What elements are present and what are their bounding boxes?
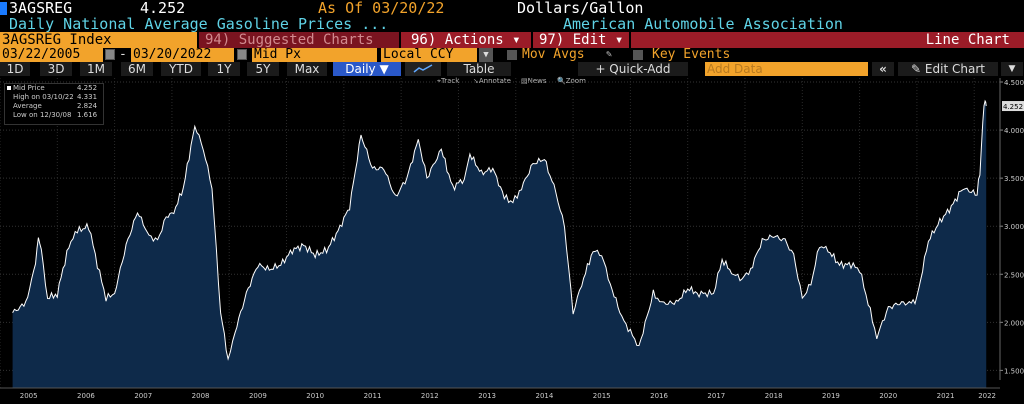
- x-tick-label: 2010: [306, 392, 324, 400]
- y-tick-label: 4.500: [1004, 79, 1024, 87]
- range-6m[interactable]: 6M: [121, 62, 153, 76]
- last-value-tag: [1002, 101, 1024, 112]
- x-tick-label: 2011: [364, 392, 382, 400]
- price-line: [12, 99, 987, 361]
- x-tick-label: 2022: [978, 392, 996, 400]
- ticker-symbol: 3AGSREG: [9, 0, 73, 17]
- range-ytd[interactable]: YTD: [161, 62, 201, 76]
- pencil-icon[interactable]: ✎: [606, 49, 613, 60]
- x-tick-label: 2007: [134, 392, 152, 400]
- range-toolbar: 1D 3D 1M 6M YTD 1Y 5Y Max Daily ▼ Table …: [0, 62, 1024, 76]
- price-area: [12, 101, 987, 388]
- x-tick-label: 2016: [650, 392, 668, 400]
- price-chart[interactable]: 4.500 4.000 3.500 3.000 2.500 2.000 1.500 4.252…: [0, 78, 1024, 404]
- legend-high-value: 4.331: [77, 93, 98, 101]
- legend-average-value: 2.824: [77, 102, 98, 110]
- edit-chart-label: Edit Chart: [924, 62, 985, 76]
- range-max[interactable]: Max: [287, 62, 327, 76]
- date-separator: -: [119, 47, 127, 62]
- news-tool[interactable]: ▤ News: [521, 77, 547, 85]
- title-bar: 3AGSREG 4.252 As Of 03/20/22 Dollars/Gal…: [0, 0, 1024, 17]
- key-events-checkbox[interactable]: [633, 50, 643, 60]
- chevron-down-icon[interactable]: ▼: [1001, 62, 1023, 76]
- mov-avgs-checkbox[interactable]: [507, 50, 517, 60]
- collapse-button[interactable]: «: [872, 62, 894, 76]
- command-bar-fill: Line Chart: [631, 32, 1024, 48]
- x-tick-label: 2020: [879, 392, 897, 400]
- x-tick-label: 2015: [593, 392, 611, 400]
- x-tick-label: 2021: [937, 392, 955, 400]
- range-5y[interactable]: 5Y: [247, 62, 279, 76]
- key-events-label: Key Events: [652, 47, 731, 62]
- y-tick-label: 4.000: [1004, 127, 1024, 135]
- start-calendar-icon[interactable]: [105, 49, 115, 60]
- end-date-field[interactable]: 03/20/2022: [131, 48, 234, 62]
- chart-legend: Mid Price 4.252 High on 03/10/22 4.331 Ave…: [4, 83, 104, 125]
- range-3d[interactable]: 3D: [40, 62, 72, 76]
- x-tick-label: 2018: [765, 392, 783, 400]
- x-tick-label: 2017: [707, 392, 725, 400]
- date-bar: 03/22/2005 - 03/20/2022 Mid Px Local CCY…: [0, 48, 1024, 62]
- y-tick-label: 3.500: [1004, 175, 1024, 183]
- y-tick-label: 2.000: [1004, 319, 1024, 327]
- x-tick-label: 2019: [822, 392, 840, 400]
- series-description: Daily National Average Gasoline Prices .…: [9, 15, 389, 33]
- range-1y[interactable]: 1Y: [208, 62, 240, 76]
- currency-selector[interactable]: Local CCY: [381, 48, 477, 62]
- legend-average-label: Average: [13, 102, 42, 110]
- add-data-input[interactable]: Add Data: [705, 62, 868, 76]
- actions-menu[interactable]: 96) Actions ▾: [401, 32, 531, 48]
- y-tick-label: 2.500: [1004, 271, 1024, 279]
- frequency-dropdown[interactable]: Daily ▼: [333, 62, 401, 76]
- range-1m[interactable]: 1M: [80, 62, 112, 76]
- annotate-tool[interactable]: ↘ Annotate: [473, 77, 511, 85]
- x-tick-label: 2008: [192, 392, 210, 400]
- chevron-down-icon: ▼: [379, 62, 389, 76]
- edit-chart-button[interactable]: ✎ Edit Chart: [898, 62, 998, 76]
- legend-high-label: High on 03/10/22: [13, 93, 74, 101]
- legend-title: Mid Price: [13, 84, 45, 92]
- range-1d[interactable]: 1D: [0, 62, 30, 76]
- x-tick-label: 2009: [249, 392, 267, 400]
- security-marker: [0, 2, 7, 15]
- edit-menu[interactable]: 97) Edit ▾: [533, 32, 629, 48]
- start-date-field[interactable]: 03/22/2005: [0, 48, 103, 62]
- units-label: Dollars/Gallon: [517, 0, 644, 17]
- quick-add-button[interactable]: + Quick-Add: [578, 62, 688, 76]
- y-tick-label: 1.500: [1004, 367, 1024, 375]
- frequency-label: Daily: [345, 62, 376, 76]
- x-tick-label: 2013: [478, 392, 496, 400]
- x-tick-label: 2006: [77, 392, 95, 400]
- end-calendar-icon[interactable]: [237, 49, 247, 60]
- y-tick-label: 3.000: [1004, 223, 1024, 231]
- as-of-date: As Of 03/20/22: [318, 0, 445, 17]
- legend-low-label: Low on 12/30/08: [13, 111, 72, 119]
- suggested-charts-button[interactable]: 94) Suggested Charts: [199, 32, 399, 48]
- pencil-icon: ✎: [911, 62, 922, 76]
- currency-dropdown-icon[interactable]: ▼: [479, 48, 493, 62]
- table-button[interactable]: Table: [447, 62, 511, 76]
- last-value-label: 4.252: [1003, 103, 1023, 111]
- track-tool[interactable]: ⌖ Track: [437, 77, 460, 85]
- line-chart-icon[interactable]: [405, 62, 441, 76]
- x-tick-label: 2012: [421, 392, 439, 400]
- subtitle-bar: Daily National Average Gasoline Prices .…: [0, 16, 1024, 32]
- field-selector[interactable]: Mid Px: [252, 48, 377, 62]
- x-tick-label: 2005: [20, 392, 38, 400]
- chart-type-label: Line Chart: [925, 32, 1010, 48]
- security-field[interactable]: 3AGSREG Index: [0, 32, 197, 48]
- y-axis: 4.500 4.000 3.500 3.000 2.500 2.000 1.500 4.252: [999, 78, 1024, 380]
- chart-tools: ⌖ Track ↘ Annotate ▤ News 🔍 Zoom: [0, 76, 1024, 86]
- command-bar: 3AGSREG Index 94) Suggested Charts 96) A…: [0, 32, 1024, 48]
- mov-avgs-label: Mov Avgs: [522, 47, 585, 62]
- zoom-tool[interactable]: 🔍 Zoom: [557, 77, 586, 85]
- data-source: American Automobile Association: [563, 15, 843, 33]
- legend-title-value: 4.252: [77, 84, 98, 92]
- series-swatch: [7, 86, 11, 90]
- x-tick-label: 2014: [535, 392, 553, 400]
- x-axis: 2005 2006 2007 2008 2009 2010 2011 2012 2013 2014…: [0, 387, 1000, 400]
- legend-low-value: 1.616: [77, 111, 98, 119]
- last-value: 4.252: [140, 0, 186, 17]
